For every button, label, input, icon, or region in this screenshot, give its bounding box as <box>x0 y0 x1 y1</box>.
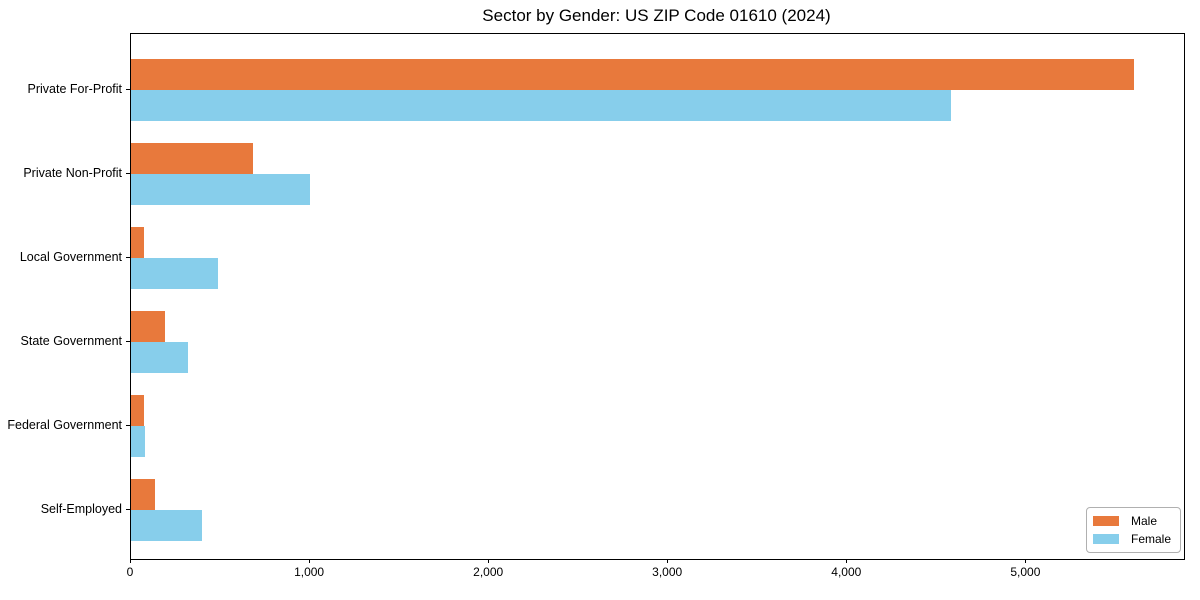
x-tick-mark-4000 <box>846 559 848 563</box>
bar-female-federal-government <box>131 426 146 457</box>
x-tick-mark-0 <box>130 559 131 563</box>
bar-female-private-for-profit <box>131 90 952 121</box>
legend-item-male: Male <box>1092 512 1171 530</box>
x-tick-label-0: 0 <box>126 565 134 579</box>
y-tick-mark-private-non-profit <box>126 173 130 174</box>
y-tick-label-private-non-profit: Private Non-Profit <box>23 166 122 180</box>
plot-area: Male Female <box>130 33 1185 560</box>
y-tick-label-private-for-profit: Private For-Profit <box>27 82 122 96</box>
chart-title: Sector by Gender: US ZIP Code 01610 (202… <box>482 6 831 25</box>
x-tick-label-3000: 3,000 <box>652 565 683 579</box>
y-tick-mark-self-employed <box>126 509 130 510</box>
bar-male-local-government <box>131 227 145 258</box>
legend: Male Female <box>1085 507 1181 553</box>
y-tick-mark-private-for-profit <box>126 89 130 90</box>
bar-female-state-government <box>131 342 189 373</box>
x-tick-mark-3000 <box>667 559 669 563</box>
y-tick-label-federal-government: Federal Government <box>7 418 122 432</box>
male-legend-label: Male <box>1130 514 1157 528</box>
x-tick-mark-1000 <box>309 559 311 563</box>
y-tick-mark-federal-government <box>126 425 130 426</box>
bar-female-local-government <box>131 258 218 289</box>
legend-item-female: Female <box>1092 530 1171 548</box>
bar-male-state-government <box>131 311 165 342</box>
bar-male-self-employed <box>131 479 156 510</box>
male-legend-swatch <box>1092 516 1119 526</box>
y-tick-mark-local-government <box>126 257 130 258</box>
y-tick-mark-state-government <box>126 341 130 342</box>
bar-female-private-non-profit <box>131 174 311 205</box>
y-tick-label-self-employed: Self-Employed <box>40 502 122 516</box>
female-legend-label: Female <box>1130 532 1171 546</box>
bar-female-self-employed <box>131 510 202 541</box>
bar-male-federal-government <box>131 395 144 426</box>
y-tick-label-state-government: State Government <box>20 334 122 348</box>
x-tick-label-4000: 4,000 <box>831 565 862 579</box>
bar-male-private-non-profit <box>131 143 253 174</box>
x-tick-label-5000: 5,000 <box>1010 565 1041 579</box>
x-tick-label-2000: 2,000 <box>473 565 504 579</box>
x-tick-mark-5000 <box>1025 559 1027 563</box>
bar-male-private-for-profit <box>131 59 1134 90</box>
x-tick-label-1000: 1,000 <box>294 565 325 579</box>
x-tick-mark-2000 <box>488 559 490 563</box>
y-tick-label-local-government: Local Government <box>19 250 122 264</box>
female-legend-swatch <box>1092 534 1119 544</box>
